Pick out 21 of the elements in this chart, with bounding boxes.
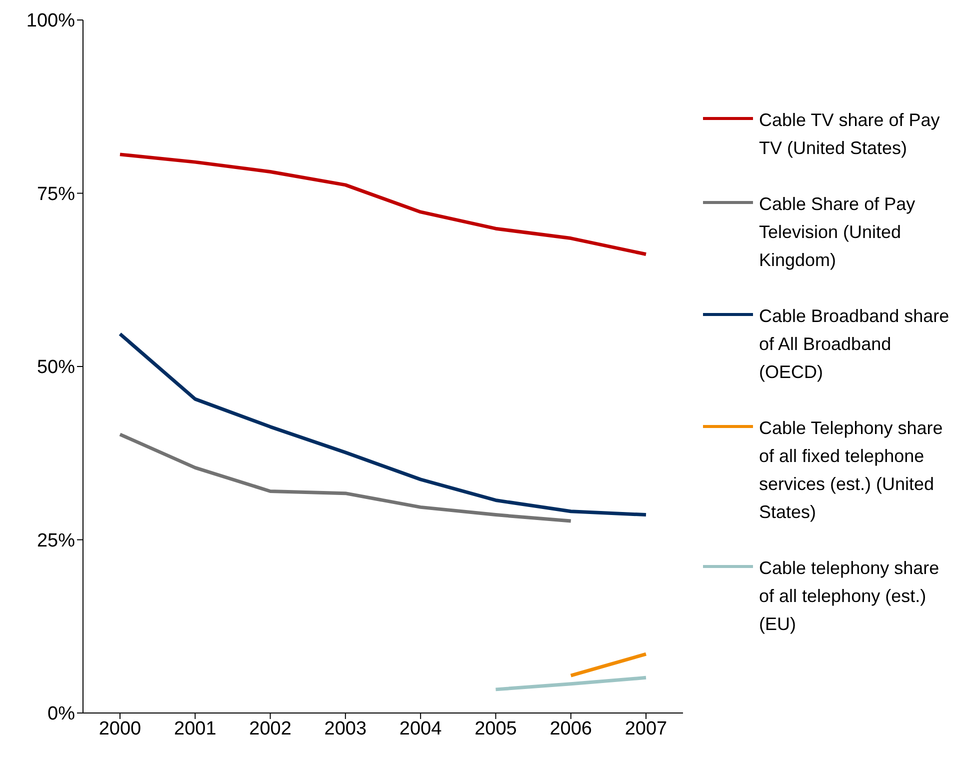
legend-label: Cable Broadband share of All Broadband (OECD) — [759, 304, 950, 384]
y-tick-label: 25% — [36, 530, 76, 552]
y-tick-label: 100% — [26, 10, 76, 32]
y-tick-label: 0% — [48, 704, 76, 725]
legend-label: Cable Share of Pay Television (United Kingdom) — [759, 192, 916, 272]
x-tick-label: 2006 — [550, 718, 592, 740]
legend-label: Cable TV share of Pay TV (United States) — [759, 108, 941, 160]
line-series — [118, 332, 648, 517]
line-series — [118, 432, 573, 523]
x-tick-label: 2001 — [174, 718, 216, 740]
x-tick-label: 2005 — [474, 718, 517, 740]
x-tick-label: 2002 — [249, 718, 292, 740]
line-series — [118, 152, 648, 256]
x-tick-label: 2000 — [98, 718, 142, 740]
x-tick-label: 2007 — [624, 718, 668, 740]
y-tick-label: 75% — [36, 184, 76, 205]
legend-label: Cable telephony share of all telephony (est.) (EU) — [759, 556, 940, 636]
y-tick-label: 50% — [36, 357, 76, 378]
x-tick-label: 2003 — [324, 718, 367, 740]
legend-label: Cable Telephony share of all fixed telephone services (est.) (United States) — [759, 416, 944, 524]
x-tick-label: 2004 — [399, 718, 442, 740]
